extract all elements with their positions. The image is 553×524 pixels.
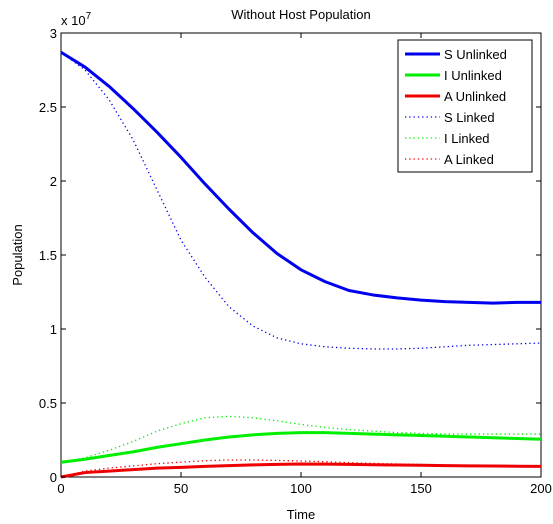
y-tick-label: 0 xyxy=(50,470,57,485)
series-layer xyxy=(60,50,542,479)
series-line-s-unlinked xyxy=(60,50,541,305)
x-tick-label: 0 xyxy=(57,481,64,496)
x-axis-label: Time xyxy=(287,507,315,522)
y-tick-label: 2 xyxy=(50,174,57,189)
y-tick-label: 1 xyxy=(50,322,57,337)
legend: S Unlinked I Unlinked A Unlinked S Linked I … xyxy=(397,39,533,173)
series-line-i-unlinked xyxy=(60,431,542,464)
legend-label: S Unlinked xyxy=(444,47,507,62)
legend-box xyxy=(397,39,533,173)
legend-label: A Linked xyxy=(444,152,494,167)
y-axis-label: Population xyxy=(10,224,25,285)
y-tick-label: 2.5 xyxy=(39,100,57,115)
x-tick-label: 200 xyxy=(530,481,552,496)
series-line-a-linked xyxy=(60,459,542,478)
chart-title: Without Host Population xyxy=(231,7,370,22)
y-exponent-power: 7 xyxy=(86,11,92,22)
y-tick-label: 3 xyxy=(50,26,57,41)
x-tick-label: 150 xyxy=(410,481,432,496)
y-exponent-base: x 10 xyxy=(61,13,86,28)
x-tick-label: 50 xyxy=(174,481,188,496)
y-tick-label: 0.5 xyxy=(39,396,57,411)
legend-label: A Unlinked xyxy=(444,89,506,104)
series-line-s-linked xyxy=(60,51,542,350)
legend-label: S Linked xyxy=(444,110,495,125)
tick-layer: 0 50 100 150 200 0 0.5 1 1.5 2 2.5 3 xyxy=(39,26,552,496)
legend-label: I Linked xyxy=(444,131,490,146)
series-line-a-unlinked xyxy=(60,462,542,479)
x-tick-label: 100 xyxy=(290,481,312,496)
y-tick-label: 1.5 xyxy=(39,248,57,263)
legend-label: I Unlinked xyxy=(444,68,502,83)
y-exponent-label: x 107 xyxy=(61,11,92,28)
